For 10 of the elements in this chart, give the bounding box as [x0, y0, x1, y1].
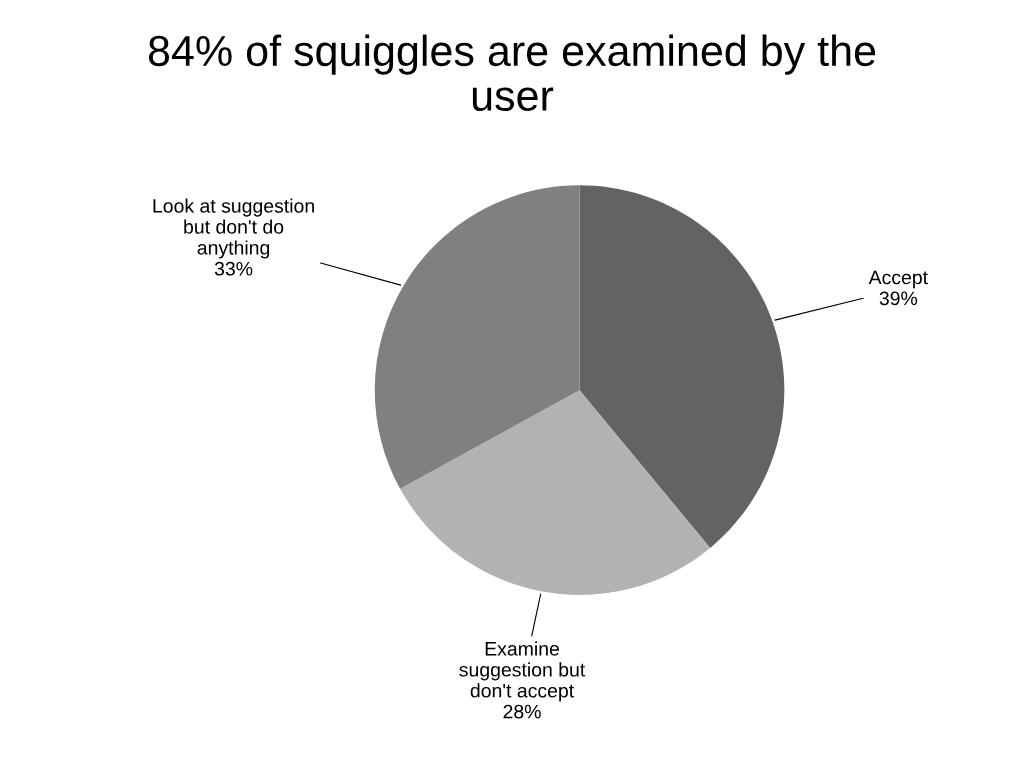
- data-label: 28%: [503, 704, 541, 719]
- data-label: 39%: [879, 291, 918, 306]
- chart-title: 84% of squiggles are examined by the user: [148, 34, 876, 111]
- pie-slice: [400, 390, 711, 595]
- slice-label: Look at suggestion but don't do anything: [153, 198, 314, 259]
- slice-label: Accept: [868, 270, 928, 289]
- slice-label: Examine suggestion but don't accept: [459, 641, 586, 702]
- data-label: 33%: [214, 261, 253, 276]
- pie-slice: [579, 185, 785, 548]
- pie-slice: [374, 185, 580, 489]
